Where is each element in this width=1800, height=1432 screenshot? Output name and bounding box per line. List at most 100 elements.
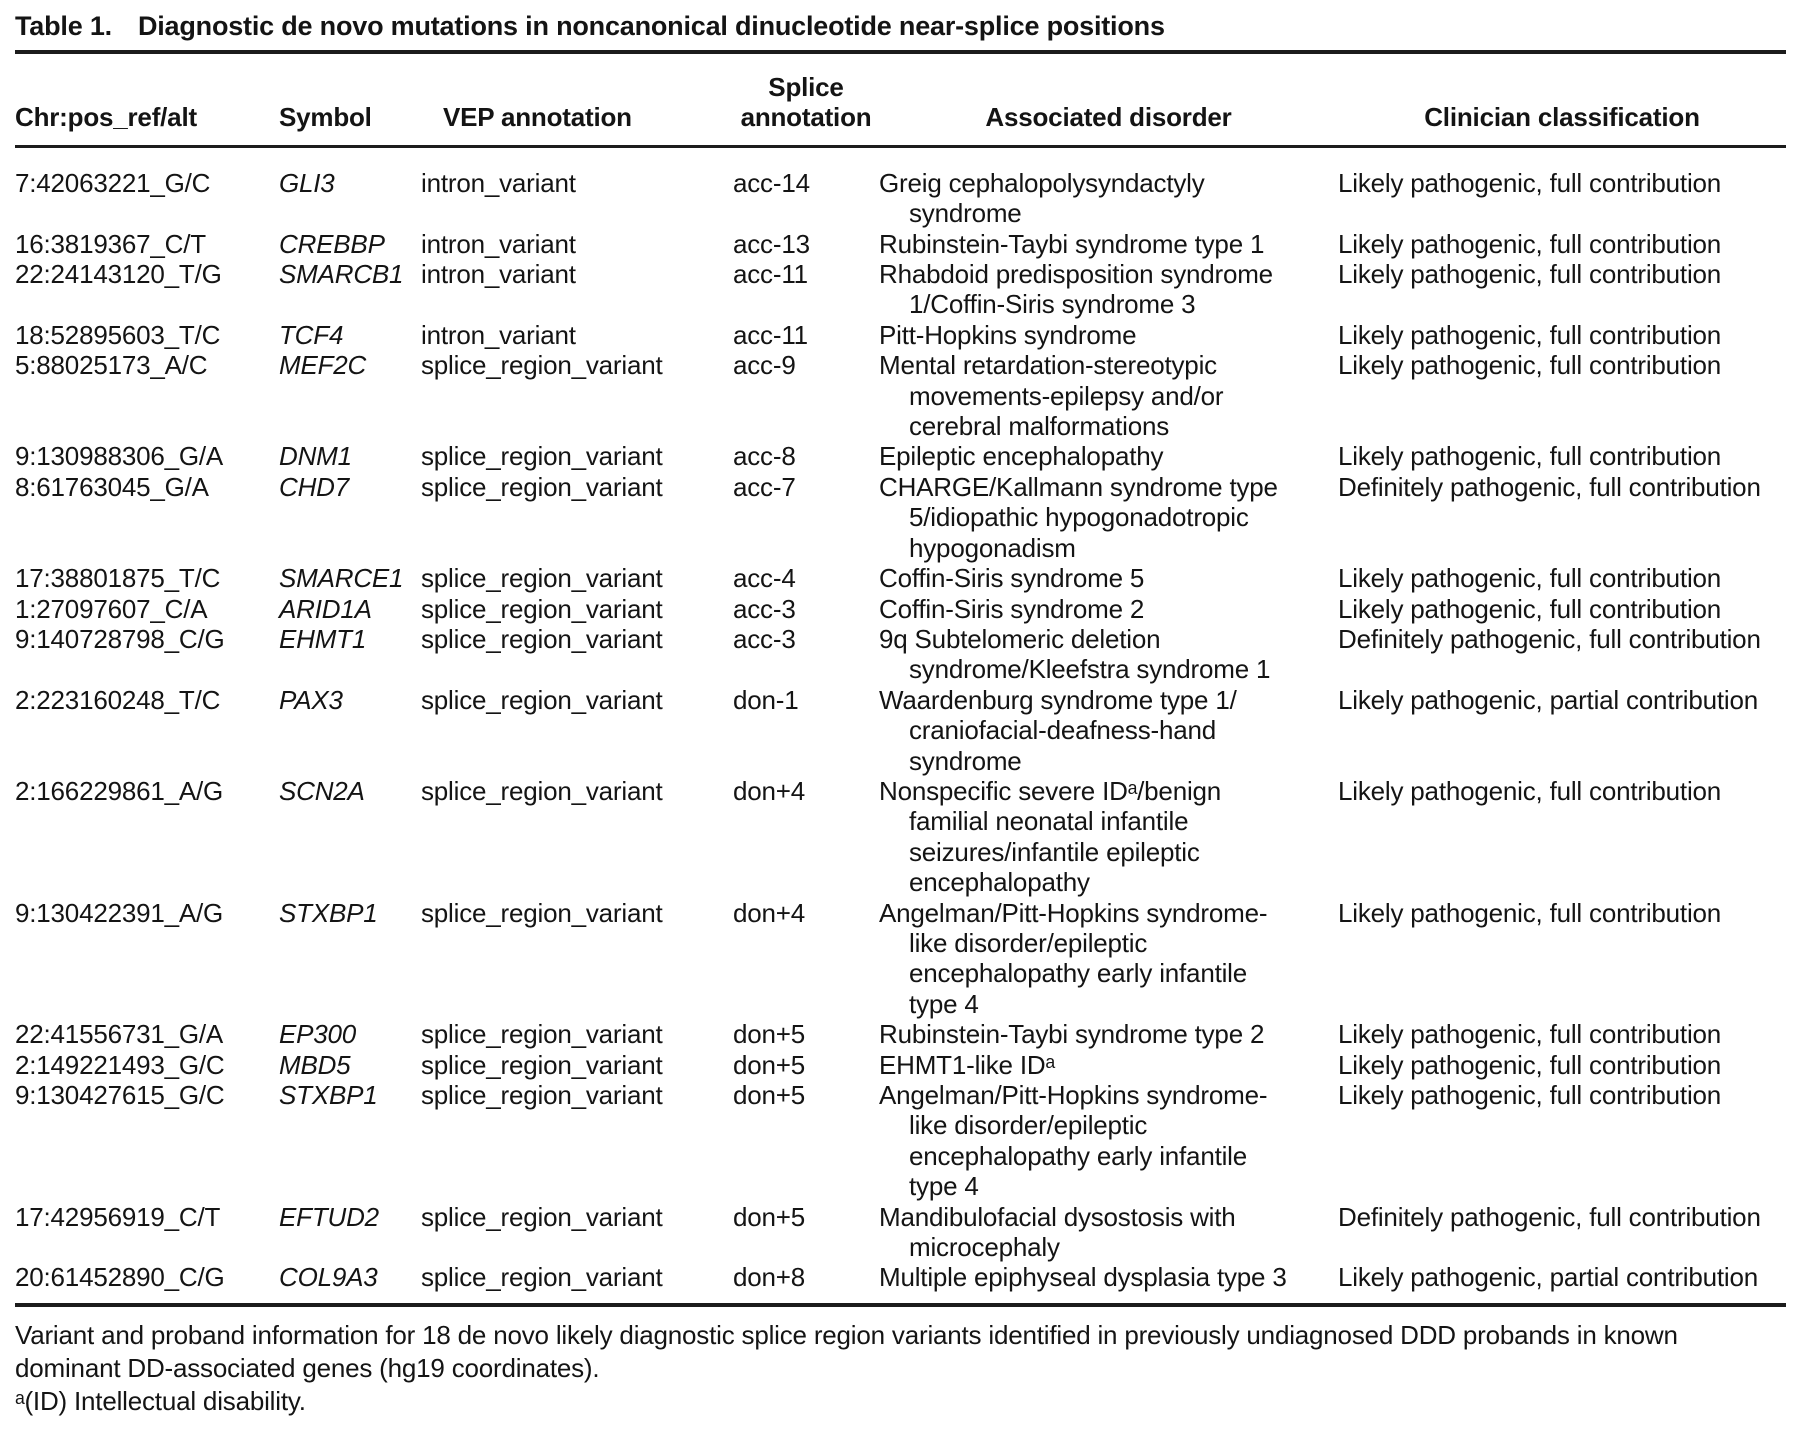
associated-disorder-cell: Mandibulofacial dysostosis with microcep… <box>879 1201 1236 1263</box>
associated-disorder-cell: Rubinstein-Taybi syndrome type 1 <box>879 228 1265 259</box>
splice-annotation-cell: acc-11 <box>733 259 808 290</box>
gene-symbol-cell: COL9A3 <box>279 1262 378 1293</box>
clinician-classification-cell: Definitely pathogenic, full contribution <box>1338 623 1761 654</box>
splice-annotation-cell: don-1 <box>733 684 799 715</box>
gene-symbol-cell: EP300 <box>279 1019 357 1050</box>
clinician-classification-cell: Likely pathogenic, partial contribution <box>1338 1262 1759 1293</box>
footnote-intellectual-disability: ᵃ(ID) Intellectual disability. <box>15 1385 306 1416</box>
table-row: 7:42063221_G/C GLI3 intron_variant acc-1… <box>15 146 1786 228</box>
gene-symbol-cell: EHMT1 <box>279 623 367 654</box>
table-row: 9:130988306_G/A DNM1 splice_region_varia… <box>15 441 1786 471</box>
table-title: Table 1. Diagnostic de novo mutations in … <box>15 8 1786 44</box>
splice-annotation-cell: acc-3 <box>733 593 796 624</box>
vep-annotation-cell: intron_variant <box>421 259 576 290</box>
splice-annotation-cell: acc-9 <box>733 350 796 381</box>
variant-cell: 17:38801875_T/C <box>15 563 221 594</box>
splice-annotation-cell: acc-4 <box>733 563 796 594</box>
table-row: 22:41556731_G/A EP300 splice_region_vari… <box>15 1019 1786 1049</box>
clinician-classification-cell: Definitely pathogenic, full contribution <box>1338 1201 1761 1232</box>
vep-annotation-cell: splice_region_variant <box>421 563 663 594</box>
associated-disorder-cell: CHARGE/Kallmann syndrome type 5/idiopath… <box>879 471 1278 563</box>
table-title-text: Diagnostic de novo mutations in noncanon… <box>137 11 1165 41</box>
gene-symbol-cell: STXBP1 <box>279 1080 378 1110</box>
splice-annotation-cell: don+4 <box>733 897 806 928</box>
vep-annotation-cell: splice_region_variant <box>421 1019 663 1050</box>
gene-symbol-cell: PAX3 <box>279 684 343 715</box>
gene-symbol-cell: MEF2C <box>279 350 367 381</box>
gene-symbol-cell: CHD7 <box>279 471 349 502</box>
clinician-classification-cell: Likely pathogenic, full contribution <box>1338 228 1722 259</box>
splice-annotation-cell: don+4 <box>733 775 806 806</box>
variant-cell: 1:27097607_C/A <box>15 593 208 624</box>
associated-disorder-cell: Angelman/Pitt-Hopkins syndrome- like dis… <box>879 897 1268 1019</box>
clinician-classification-cell: Likely pathogenic, full contribution <box>1338 775 1722 806</box>
table-row: 9:130427615_G/C STXBP1 splice_region_var… <box>15 1080 1786 1202</box>
gene-symbol-cell: CREBBP <box>279 228 385 259</box>
vep-annotation-cell: splice_region_variant <box>421 1201 663 1232</box>
table-row: 2:166229861_A/G SCN2A splice_region_vari… <box>15 776 1786 898</box>
clinician-classification-cell: Likely pathogenic, full contribution <box>1338 167 1722 198</box>
gene-symbol-cell: TCF4 <box>279 319 344 350</box>
table-row: 5:88025173_A/C MEF2C splice_region_varia… <box>15 350 1786 441</box>
clinician-classification-cell: Likely pathogenic, full contribution <box>1338 319 1722 350</box>
splice-annotation-cell: acc-13 <box>733 228 810 259</box>
table-body: 7:42063221_G/C GLI3 intron_variant acc-1… <box>15 146 1786 1305</box>
splice-annotation-cell: don+5 <box>733 1201 806 1232</box>
variant-cell: 2:223160248_T/C <box>15 684 221 715</box>
splice-annotation-cell: don+5 <box>733 1049 806 1080</box>
vep-annotation-cell: intron_variant <box>421 319 576 350</box>
variant-cell: 8:61763045_G/A <box>15 471 209 502</box>
associated-disorder-cell: Rubinstein-Taybi syndrome type 2 <box>879 1019 1265 1050</box>
associated-disorder-cell: 9q Subtelomeric deletion syndrome/Kleefs… <box>879 623 1271 685</box>
vep-annotation-cell: splice_region_variant <box>421 684 663 715</box>
table-notes: Variant and proband information for 18 d… <box>15 1319 1786 1418</box>
column-header-associated-disorder: Associated disorder <box>879 52 1338 148</box>
associated-disorder-cell: Coffin-Siris syndrome 2 <box>879 593 1145 624</box>
variant-cell: 2:149221493_G/C <box>15 1049 225 1080</box>
table-row: 16:3819367_C/T CREBBP intron_variant acc… <box>15 229 1786 259</box>
vep-annotation-cell: splice_region_variant <box>421 775 663 806</box>
table-row: 20:61452890_C/G COL9A3 splice_region_var… <box>15 1262 1786 1304</box>
clinician-classification-cell: Likely pathogenic, full contribution <box>1338 1019 1722 1050</box>
associated-disorder-cell: Mental retardation-stereotypic movements… <box>879 350 1224 442</box>
table-row: 2:223160248_T/C PAX3 splice_region_varia… <box>15 685 1786 776</box>
table-row: 9:140728798_C/G EHMT1 splice_region_vari… <box>15 624 1786 685</box>
clinician-classification-cell: Likely pathogenic, full contribution <box>1338 1049 1722 1080</box>
table-row: 8:61763045_G/A CHD7 splice_region_varian… <box>15 472 1786 563</box>
variant-cell: 2:166229861_A/G <box>15 775 224 806</box>
column-header-clinician-classification: Clinician classification <box>1338 52 1786 148</box>
table-row: 9:130422391_A/G STXBP1 splice_region_var… <box>15 898 1786 1020</box>
clinician-classification-cell: Likely pathogenic, full contribution <box>1338 593 1722 624</box>
splice-annotation-cell: acc-11 <box>733 319 808 350</box>
table-row: 22:24143120_T/G SMARCB1 intron_variant a… <box>15 259 1786 320</box>
clinician-classification-cell: Likely pathogenic, full contribution <box>1338 1080 1722 1110</box>
variant-cell: 18:52895603_T/C <box>15 319 221 350</box>
splice-annotation-cell: acc-8 <box>733 441 796 472</box>
associated-disorder-cell: Nonspecific severe IDᵃ/benign familial n… <box>879 775 1222 898</box>
gene-symbol-cell: SMARCB1 <box>279 259 404 290</box>
vep-annotation-cell: splice_region_variant <box>421 350 663 381</box>
clinician-classification-cell: Definitely pathogenic, full contribution <box>1338 471 1761 502</box>
column-header-symbol: Symbol <box>279 52 421 148</box>
clinician-classification-cell: Likely pathogenic, full contribution <box>1338 350 1722 381</box>
clinician-classification-cell: Likely pathogenic, full contribution <box>1338 563 1722 594</box>
gene-symbol-cell: STXBP1 <box>279 897 378 928</box>
variant-cell: 9:140728798_C/G <box>15 623 225 654</box>
gene-symbol-cell: MBD5 <box>279 1049 351 1080</box>
splice-annotation-cell: acc-14 <box>733 167 810 198</box>
gene-symbol-cell: SMARCE1 <box>279 563 404 594</box>
splice-annotation-cell: don+8 <box>733 1262 806 1293</box>
header-row: Chr:pos_ref/alt Symbol VEP annotation Sp… <box>15 52 1786 148</box>
variant-cell: 7:42063221_G/C <box>15 167 211 198</box>
gene-symbol-cell: ARID1A <box>279 593 372 624</box>
gene-symbol-cell: EFTUD2 <box>279 1201 379 1232</box>
vep-annotation-cell: intron_variant <box>421 167 576 198</box>
associated-disorder-cell: Greig cephalopolysyndactyly syndrome <box>879 167 1205 229</box>
clinician-classification-cell: Likely pathogenic, full contribution <box>1338 259 1722 290</box>
table-caption: Variant and proband information for 18 d… <box>15 1319 1678 1383</box>
clinician-classification-cell: Likely pathogenic, partial contribution <box>1338 684 1759 715</box>
associated-disorder-cell: Coffin-Siris syndrome 5 <box>879 563 1145 594</box>
gene-symbol-cell: SCN2A <box>279 775 365 806</box>
vep-annotation-cell: splice_region_variant <box>421 1049 663 1080</box>
splice-annotation-cell: don+5 <box>733 1080 806 1110</box>
